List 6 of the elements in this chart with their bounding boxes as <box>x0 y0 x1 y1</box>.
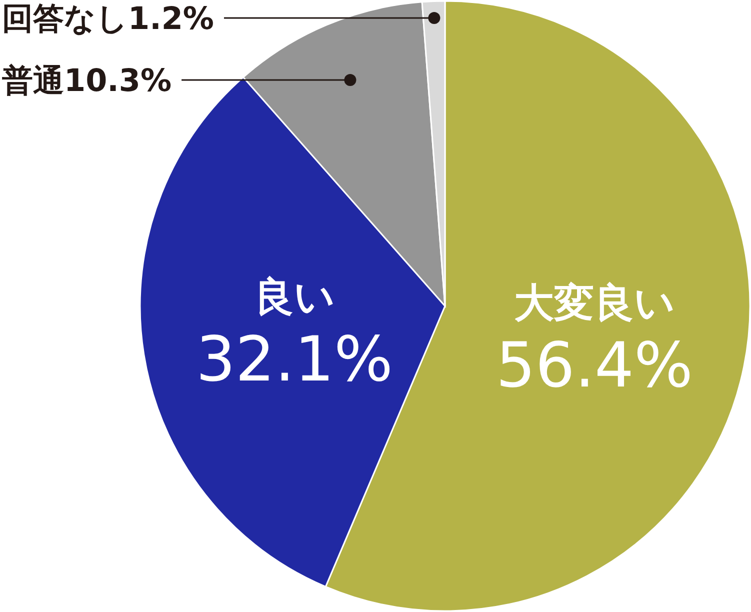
slice-label: 良い <box>254 274 335 320</box>
data-label: 32.1% <box>196 322 393 396</box>
slice-label: 普通10.3% <box>2 63 172 99</box>
slice-label: 大変良い <box>514 280 675 326</box>
slice-label: 回答なし1.2% <box>2 1 214 37</box>
data-label: 56.4% <box>496 328 693 402</box>
